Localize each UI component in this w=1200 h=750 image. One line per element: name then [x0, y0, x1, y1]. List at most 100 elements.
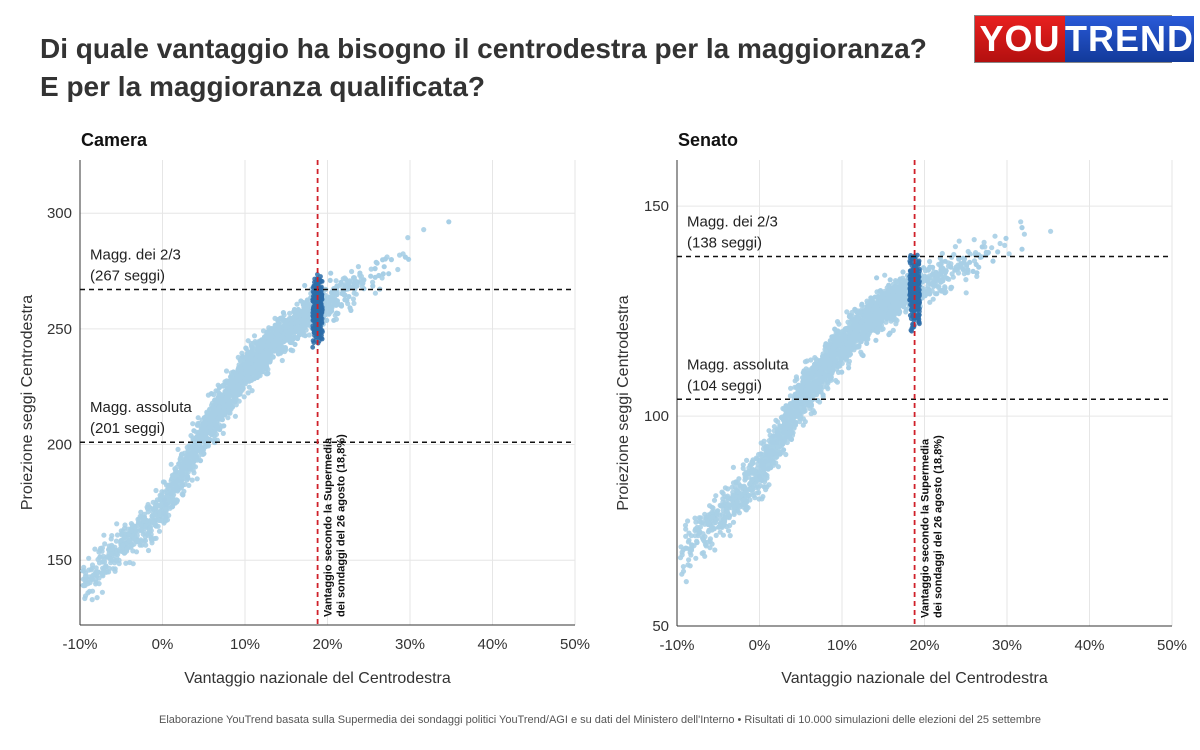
data-point	[842, 336, 848, 342]
data-point	[194, 422, 201, 428]
data-point	[280, 334, 286, 340]
data-point	[189, 477, 195, 483]
data-point	[810, 408, 816, 414]
data-point	[679, 552, 685, 558]
data-point	[145, 532, 151, 538]
data-point	[200, 421, 206, 427]
data-point	[156, 528, 163, 534]
data-point	[126, 538, 132, 544]
data-point	[683, 533, 689, 539]
data-point	[686, 537, 692, 544]
data-point	[830, 336, 837, 342]
data-point	[725, 528, 732, 534]
data-point	[883, 291, 889, 297]
threshold-seats: (201 seggi)	[90, 420, 165, 437]
data-point	[766, 482, 772, 488]
data-point	[758, 440, 764, 446]
data-point	[730, 519, 737, 525]
data-point	[140, 516, 147, 522]
data-point	[92, 546, 98, 552]
data-point	[812, 355, 818, 361]
data-point	[94, 595, 100, 601]
data-point	[875, 316, 881, 322]
data-point	[868, 295, 874, 301]
data-point	[81, 583, 87, 589]
data-point	[961, 271, 967, 277]
data-point	[176, 461, 182, 467]
data-point	[216, 384, 223, 391]
data-point	[374, 260, 380, 266]
data-point	[723, 515, 729, 521]
data-point	[702, 542, 709, 548]
data-point	[780, 441, 786, 447]
data-point	[136, 520, 142, 526]
data-point	[805, 391, 811, 397]
data-point	[976, 264, 982, 270]
data-point	[787, 429, 793, 435]
data-point	[930, 296, 936, 302]
data-point	[751, 492, 757, 498]
data-point	[208, 422, 214, 428]
x-axis-label: Vantaggio nazionale del Centrodestra	[184, 670, 451, 687]
data-point	[714, 511, 720, 517]
data-point	[300, 325, 307, 331]
data-point	[900, 269, 906, 275]
data-point	[93, 565, 99, 571]
data-point	[1019, 246, 1025, 252]
data-point	[198, 430, 205, 436]
data-point	[816, 372, 822, 378]
data-point	[844, 325, 850, 331]
threshold-label: Magg. assoluta	[90, 399, 192, 416]
data-point	[334, 298, 340, 304]
data-point	[927, 258, 933, 265]
data-point	[118, 537, 124, 544]
data-point	[203, 429, 209, 435]
data-point	[295, 306, 301, 313]
data-point	[886, 332, 892, 338]
data-point	[682, 522, 689, 528]
data-point	[693, 519, 699, 525]
data-point	[855, 316, 861, 322]
data-point	[859, 301, 865, 307]
data-point	[300, 299, 306, 306]
data-point	[293, 328, 299, 335]
data-point	[929, 271, 936, 277]
data-point	[903, 286, 909, 292]
data-point	[882, 272, 888, 278]
data-point	[326, 311, 332, 317]
data-point	[163, 514, 169, 520]
x-tick-label: 0%	[152, 636, 174, 653]
data-point	[360, 278, 366, 284]
highlight-point	[318, 288, 324, 294]
data-point	[781, 447, 787, 453]
data-point	[935, 272, 941, 278]
data-point	[295, 319, 301, 326]
data-point	[213, 409, 219, 415]
data-point	[370, 283, 376, 289]
data-point	[710, 514, 716, 520]
data-point	[952, 244, 959, 250]
data-point	[220, 430, 226, 436]
data-point	[995, 249, 1001, 255]
data-point	[266, 343, 272, 349]
data-point	[836, 351, 842, 357]
x-tick-label: 30%	[395, 636, 425, 653]
data-point	[927, 291, 933, 297]
data-point	[707, 538, 713, 544]
data-point	[725, 501, 731, 507]
data-point	[251, 333, 258, 339]
data-point	[271, 325, 277, 332]
data-point	[783, 403, 789, 409]
data-point	[380, 271, 386, 277]
data-point	[948, 284, 954, 290]
data-point	[971, 237, 977, 243]
data-point	[695, 526, 701, 532]
data-point	[901, 280, 907, 286]
data-point	[99, 545, 105, 551]
data-point	[168, 490, 174, 497]
data-point	[783, 451, 789, 458]
y-axis-label: Proiezione seggi Centrodestra	[19, 295, 36, 510]
data-point	[929, 281, 935, 287]
data-point	[245, 390, 251, 396]
data-point	[300, 330, 306, 336]
